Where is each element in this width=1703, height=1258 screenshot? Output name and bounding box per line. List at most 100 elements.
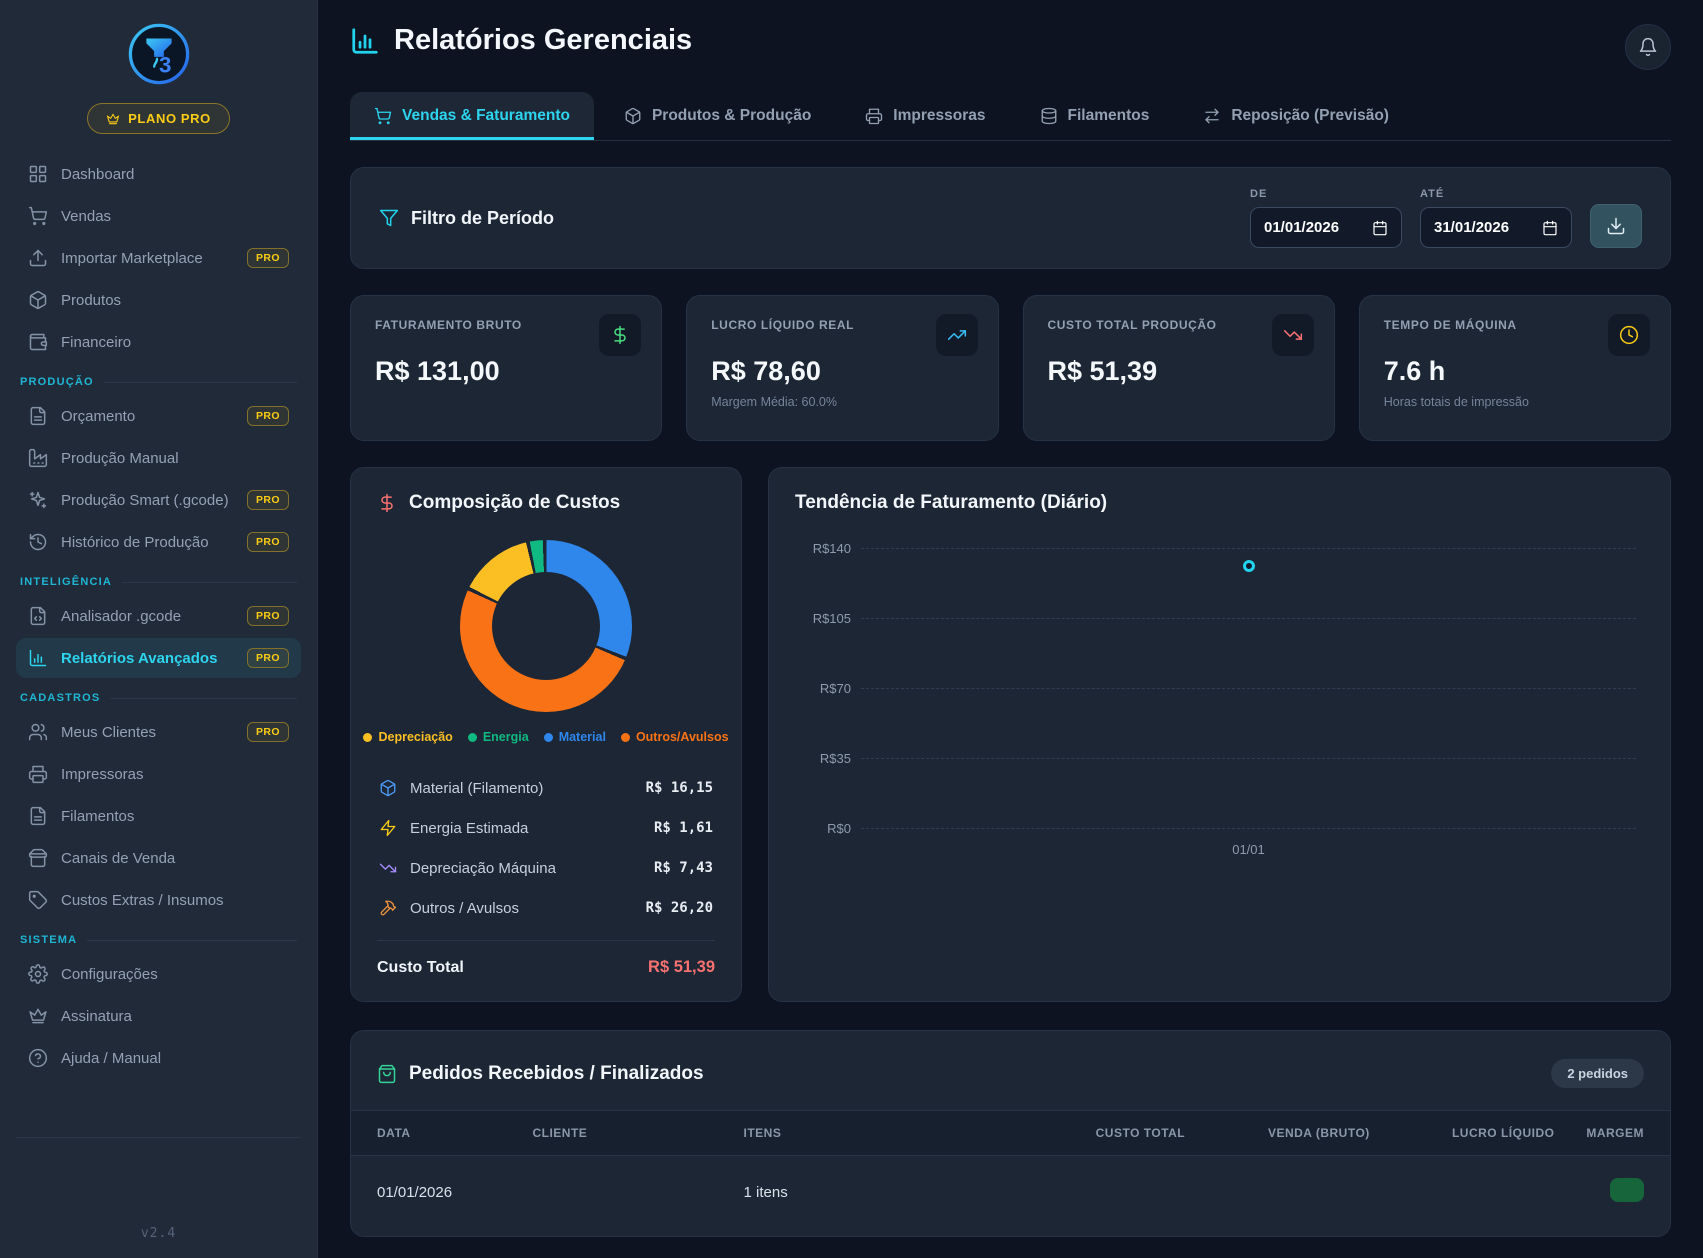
cell-margem bbox=[1564, 1156, 1670, 1237]
tab-impressoras[interactable]: Impressoras bbox=[841, 92, 1009, 140]
sidebar-item-configuracoes[interactable]: Configurações bbox=[16, 954, 301, 994]
pro-badge: PRO bbox=[247, 248, 289, 268]
col-venda-bruto: VENDA (BRUTO) bbox=[1195, 1111, 1380, 1156]
sidebar-item-label: Produtos bbox=[61, 292, 289, 309]
export-download-button[interactable] bbox=[1590, 204, 1642, 248]
kpi-tempo-maquina: TEMPO DE MÁQUINA 7.6 h Horas totais de i… bbox=[1359, 295, 1671, 441]
order-row[interactable]: 01/01/2026 1 itens bbox=[351, 1156, 1670, 1237]
tab-reposicao-previsao[interactable]: Reposição (Previsão) bbox=[1179, 92, 1413, 140]
plan-pro-label: PLANO PRO bbox=[128, 111, 211, 126]
pro-badge: PRO bbox=[247, 406, 289, 426]
svg-text:3: 3 bbox=[159, 52, 171, 77]
sidebar-section-sistema: SISTEMA bbox=[20, 934, 297, 946]
cell-data: 01/01/2026 bbox=[351, 1156, 522, 1237]
sidebar-item-label: Orçamento bbox=[61, 408, 234, 425]
sidebar-item-label: Vendas bbox=[61, 208, 289, 225]
sidebar-item-produtos[interactable]: Produtos bbox=[16, 280, 301, 320]
legend-dot bbox=[468, 733, 477, 742]
sidebar-item-vendas[interactable]: Vendas bbox=[16, 196, 301, 236]
page-title: Relatórios Gerenciais bbox=[350, 24, 692, 57]
cell-lucro-liquido bbox=[1380, 1156, 1565, 1237]
cell-venda-bruto bbox=[1195, 1156, 1380, 1237]
sidebar: 3 PLANO PRO Dashboard Vendas Importar Ma… bbox=[0, 0, 318, 1258]
cost-row-material: Material (Filamento) R$ 16,15 bbox=[377, 768, 715, 808]
cost-total-row: Custo Total R$ 51,39 bbox=[377, 940, 715, 977]
crown-icon bbox=[106, 112, 120, 126]
tab-produtos-producao[interactable]: Produtos & Produção bbox=[600, 92, 835, 140]
tab-vendas-faturamento[interactable]: Vendas & Faturamento bbox=[350, 92, 594, 140]
sidebar-item-importar-marketplace[interactable]: Importar Marketplace PRO bbox=[16, 238, 301, 278]
bell-icon bbox=[1638, 37, 1658, 57]
sidebar-item-label: Produção Manual bbox=[61, 450, 289, 467]
main-content: Relatórios Gerenciais Vendas & Faturamen… bbox=[318, 0, 1703, 1258]
notifications-button[interactable] bbox=[1625, 24, 1671, 70]
orders-count-badge: 2 pedidos bbox=[1551, 1059, 1644, 1088]
sidebar-item-label: Importar Marketplace bbox=[61, 250, 234, 267]
charts-row: Composição de Custos Depreciação Energia… bbox=[350, 467, 1671, 1002]
sidebar-item-producao-smart[interactable]: Produção Smart (.gcode) PRO bbox=[16, 480, 301, 520]
sidebar-item-impressoras[interactable]: Impressoras bbox=[16, 754, 301, 794]
sidebar-item-analisador-gcode[interactable]: Analisador .gcode PRO bbox=[16, 596, 301, 636]
gear-icon bbox=[28, 964, 48, 984]
orders-card: Pedidos Recebidos / Finalizados 2 pedido… bbox=[350, 1030, 1671, 1237]
upload-icon bbox=[28, 248, 48, 268]
sidebar-item-relatorios-avancados[interactable]: Relatórios Avançados PRO bbox=[16, 638, 301, 678]
cell-custo-total bbox=[1010, 1156, 1195, 1237]
sidebar-item-dashboard[interactable]: Dashboard bbox=[16, 154, 301, 194]
calendar-icon bbox=[1542, 220, 1558, 236]
date-to-input[interactable]: 31/01/2026 bbox=[1420, 207, 1572, 248]
gridline: R$70 bbox=[861, 688, 1636, 689]
sidebar-item-producao-manual[interactable]: Produção Manual bbox=[16, 438, 301, 478]
date-to-label: ATÉ bbox=[1420, 188, 1572, 200]
wallet-icon bbox=[28, 332, 48, 352]
sidebar-footer: v2.4 bbox=[16, 1137, 301, 1258]
sidebar-item-label: Produção Smart (.gcode) bbox=[61, 492, 234, 509]
calendar-icon bbox=[1372, 220, 1388, 236]
date-from-group: DE 01/01/2026 bbox=[1250, 188, 1402, 248]
sidebar-item-label: Financeiro bbox=[61, 334, 289, 351]
sidebar-item-label: Custos Extras / Insumos bbox=[61, 892, 289, 909]
tab-filamentos[interactable]: Filamentos bbox=[1016, 92, 1174, 140]
tag-icon bbox=[28, 890, 48, 910]
sidebar-item-orcamento[interactable]: Orçamento PRO bbox=[16, 396, 301, 436]
sparkles-icon bbox=[28, 490, 48, 510]
sidebar-item-financeiro[interactable]: Financeiro bbox=[16, 322, 301, 362]
date-from-input[interactable]: 01/01/2026 bbox=[1250, 207, 1402, 248]
pro-badge: PRO bbox=[247, 606, 289, 626]
file-text-icon bbox=[28, 406, 48, 426]
gridline: R$0 bbox=[861, 828, 1636, 829]
date-from-label: DE bbox=[1250, 188, 1402, 200]
legend-dot bbox=[621, 733, 630, 742]
cost-composition-card: Composição de Custos Depreciação Energia… bbox=[350, 467, 742, 1002]
trend-card-title: Tendência de Faturamento (Diário) bbox=[795, 492, 1644, 514]
package-icon bbox=[379, 779, 397, 797]
filter-controls: DE 01/01/2026 ATÉ 31/01/2026 bbox=[1250, 188, 1642, 248]
kpi-row: FATURAMENTO BRUTO R$ 131,00 LUCRO LÍQUID… bbox=[350, 295, 1671, 441]
app-root: 3 PLANO PRO Dashboard Vendas Importar Ma… bbox=[0, 0, 1703, 1258]
kpi-faturamento-bruto: FATURAMENTO BRUTO R$ 131,00 bbox=[350, 295, 662, 441]
pro-badge: PRO bbox=[247, 722, 289, 742]
sidebar-item-assinatura[interactable]: Assinatura bbox=[16, 996, 301, 1036]
sidebar-item-meus-clientes[interactable]: Meus Clientes PRO bbox=[16, 712, 301, 752]
col-itens: ITENS bbox=[734, 1111, 1011, 1156]
sidebar-item-canais-de-venda[interactable]: Canais de Venda bbox=[16, 838, 301, 878]
store-icon bbox=[28, 848, 48, 868]
cost-row-depreciacao: Depreciação Máquina R$ 7,43 bbox=[377, 848, 715, 888]
sidebar-item-label: Histórico de Produção bbox=[61, 534, 234, 551]
filter-icon bbox=[379, 208, 399, 228]
file-code-icon bbox=[28, 606, 48, 626]
kpi-icon-box bbox=[1608, 314, 1650, 356]
sidebar-item-ajuda-manual[interactable]: Ajuda / Manual bbox=[16, 1038, 301, 1078]
sidebar-item-custos-extras[interactable]: Custos Extras / Insumos bbox=[16, 880, 301, 920]
trending-up-icon bbox=[947, 325, 967, 345]
legend-item-energia: Energia bbox=[468, 730, 529, 744]
trending-down-icon bbox=[1283, 325, 1303, 345]
download-icon bbox=[1606, 216, 1626, 236]
dollar-icon bbox=[610, 325, 630, 345]
col-custo-total: CUSTO TOTAL bbox=[1010, 1111, 1195, 1156]
legend-dot bbox=[363, 733, 372, 742]
sidebar-item-historico-producao[interactable]: Histórico de Produção PRO bbox=[16, 522, 301, 562]
kpi-icon-box bbox=[1272, 314, 1314, 356]
trend-data-point bbox=[1243, 560, 1255, 572]
sidebar-item-filamentos[interactable]: Filamentos bbox=[16, 796, 301, 836]
